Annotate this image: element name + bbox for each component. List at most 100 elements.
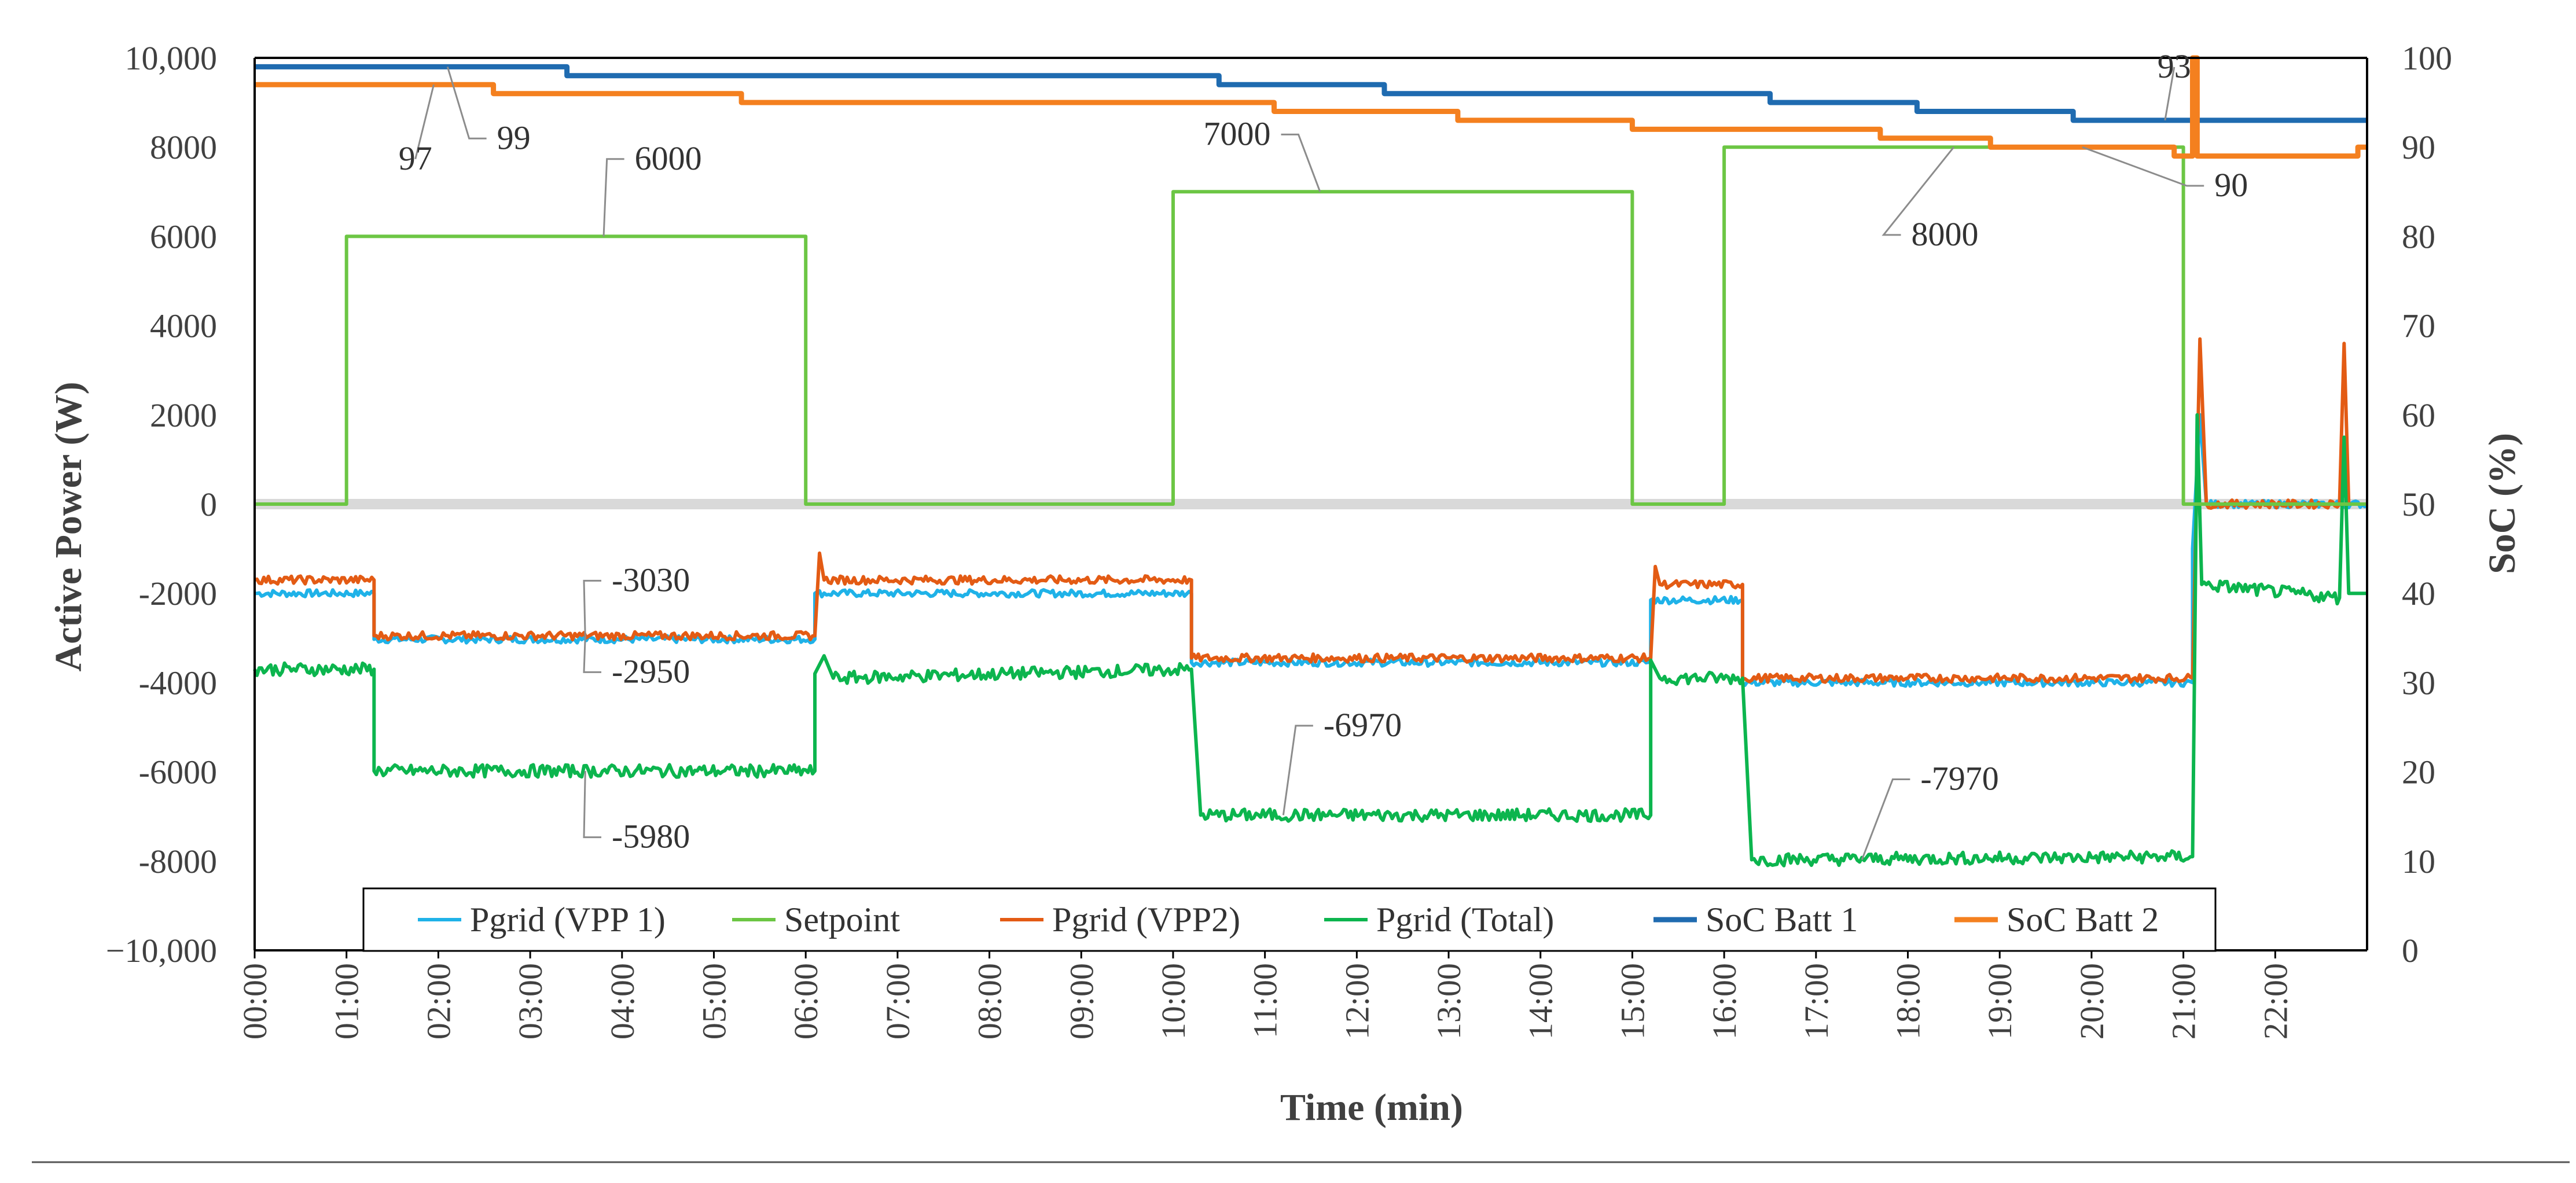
- y2-tick-label: 50: [2402, 486, 2435, 523]
- annotation-leader: [2164, 67, 2176, 121]
- y-tick-label: -8000: [139, 843, 217, 880]
- y-axis-title: Active Power (W): [47, 382, 90, 672]
- y2-tick-label: 10: [2402, 843, 2435, 880]
- annotation: -5980: [583, 771, 690, 855]
- annotation-leader: [1861, 778, 1910, 861]
- x-axis-title: Time (min): [1280, 1086, 1463, 1129]
- annotation-label: 6000: [635, 139, 702, 177]
- annotation: 90: [2082, 146, 2248, 204]
- legend-item-pgrid_vpp1: Pgrid (VPP 1): [418, 901, 666, 939]
- annotation-label: 90: [2214, 166, 2248, 204]
- x-tick-label: 11:00: [1247, 963, 1284, 1038]
- annotation: 99: [446, 66, 531, 156]
- annotation-leader: [2082, 146, 2204, 187]
- annotation-label: -5980: [612, 818, 690, 855]
- x-tick-label: 13:00: [1430, 963, 1468, 1039]
- legend-item-soc_batt1: SoC Batt 1: [1653, 901, 1858, 939]
- annotations: 6000 7000 8000 -3030 -2950 -5980 -6970 -7970 97 9…: [399, 47, 2248, 861]
- x-tick-label: 02:00: [420, 963, 457, 1039]
- annotation-label: 93: [2158, 47, 2191, 85]
- y-tick-label: 0: [200, 486, 217, 523]
- annotation: -6970: [1282, 706, 1402, 815]
- series-pgrid_vpp2: [254, 337, 2367, 684]
- y2-tick-label: 0: [2402, 932, 2419, 969]
- annotation: 7000: [1204, 115, 1321, 192]
- annotation-leader: [414, 84, 435, 160]
- annotation-label: 97: [399, 139, 432, 177]
- y-tick-label: -2000: [139, 575, 217, 612]
- annotation-label: -7970: [1920, 759, 1998, 797]
- x-tick-label: 06:00: [787, 963, 825, 1039]
- y2-tick-label: 100: [2402, 39, 2452, 77]
- legend-label: Pgrid (VPP 1): [470, 901, 666, 939]
- x-tick-label: 12:00: [1338, 963, 1376, 1039]
- annotation-leader: [602, 158, 624, 237]
- y-tick-label: −10,000: [106, 932, 217, 969]
- annotation: -2950: [583, 635, 690, 690]
- x-tick-label: 14:00: [1522, 963, 1560, 1039]
- annotation-leader: [1281, 133, 1321, 192]
- y2-tick-label: 90: [2402, 128, 2435, 166]
- x-tick-label: 21:00: [2165, 963, 2203, 1039]
- annotation-leader: [1282, 725, 1313, 815]
- series-soc_batt1: [255, 64, 2367, 123]
- annotation-leader: [446, 66, 487, 139]
- legend-label: Setpoint: [784, 901, 900, 939]
- x-tick-label: 00:00: [236, 963, 274, 1039]
- annotation: 8000: [1882, 146, 1979, 253]
- x-tick-label: 15:00: [1614, 963, 1651, 1039]
- legend-item-pgrid_total: Pgrid (Total): [1324, 901, 1554, 939]
- annotation: -3030: [583, 561, 690, 640]
- y-tick-label: 10,000: [125, 39, 218, 77]
- y2-tick-label: 30: [2402, 664, 2435, 701]
- y2-axis-title: SoC (%): [2481, 433, 2523, 574]
- x-tick-label: 05:00: [695, 963, 733, 1039]
- legend-item-setpoint: Setpoint: [732, 901, 900, 939]
- y-tick-label: 2000: [150, 396, 217, 434]
- annotation: 6000: [602, 139, 702, 237]
- annotation-leader: [1882, 146, 1955, 236]
- legend-label: SoC Batt 1: [1706, 901, 1858, 939]
- annotation: 93: [2158, 47, 2191, 121]
- x-tick-label: 22:00: [2257, 963, 2294, 1039]
- annotation-label: 99: [497, 119, 531, 156]
- annotation-label: 8000: [1912, 215, 1979, 253]
- annotation: -7970: [1861, 759, 1999, 861]
- series-soc_batt2: [255, 55, 2367, 159]
- y2-tick-label: 40: [2402, 575, 2435, 612]
- x-tick-label: 08:00: [971, 963, 1009, 1039]
- x-tick-label: 07:00: [879, 963, 917, 1039]
- annotation-label: 7000: [1204, 115, 1271, 152]
- annotation-label: -2950: [612, 652, 690, 690]
- y2-tick-label: 60: [2402, 396, 2435, 434]
- x-tick-label: 18:00: [1890, 963, 1927, 1039]
- annotation-leader: [583, 771, 601, 839]
- legend-label: Pgrid (VPP2): [1052, 901, 1240, 939]
- y-tick-label: -6000: [139, 754, 217, 791]
- legend-item-pgrid_vpp2: Pgrid (VPP2): [1000, 901, 1240, 939]
- x-tick-label: 17:00: [1798, 963, 1835, 1039]
- x-tick-label: 20:00: [2073, 963, 2111, 1039]
- series-pgrid_vpp1: [254, 413, 2369, 688]
- y-tick-label: 8000: [150, 128, 217, 166]
- x-tick-label: 01:00: [328, 963, 366, 1039]
- tick-labels: 10,000 8000 6000 4000 2000 0 -2000 -4000 -6000 -8…: [106, 39, 2452, 1039]
- y2-tick-label: 70: [2402, 307, 2435, 345]
- y-tick-label: 6000: [150, 218, 217, 255]
- legend-box: [362, 887, 2217, 952]
- y2-tick-label: 80: [2402, 218, 2435, 255]
- x-tick-label: 03:00: [512, 963, 549, 1039]
- series-setpoint: [255, 145, 2367, 506]
- annotation-leader: [583, 579, 601, 640]
- series-layer: [253, 55, 2369, 868]
- annotation-leader: [583, 635, 601, 673]
- legend-label: SoC Batt 2: [2007, 901, 2159, 939]
- x-tick-label: 10:00: [1155, 963, 1192, 1039]
- y-tick-label: 4000: [150, 307, 217, 345]
- x-tick-label: 19:00: [1981, 963, 2019, 1039]
- annotation-label: -3030: [612, 561, 690, 598]
- x-tick-label: 16:00: [1706, 963, 1743, 1039]
- legend: Pgrid (VPP 1) Setpoint Pgrid (VPP2) Pgrid (…: [362, 887, 2217, 952]
- annotation-label: -6970: [1324, 706, 1402, 744]
